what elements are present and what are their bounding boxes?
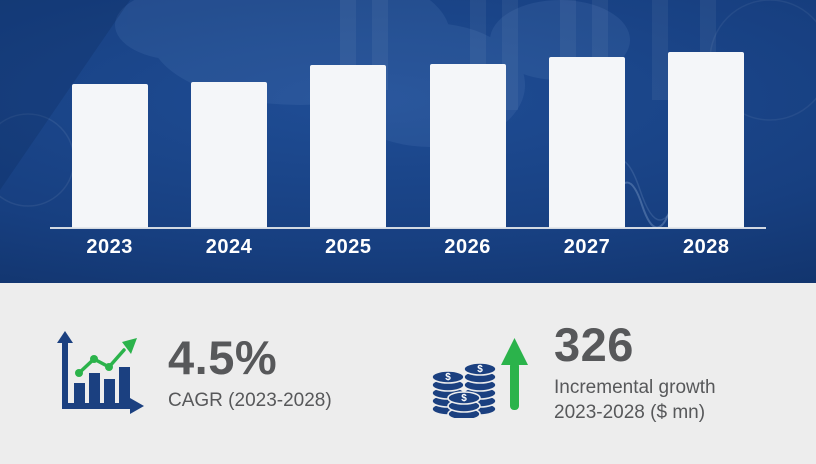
- incremental-growth-label-line1: Incremental growth: [554, 377, 716, 399]
- incremental-growth-text: 326 Incremental growth 2023-2028 ($ mn): [554, 321, 716, 425]
- axis-label-2023: 2023: [86, 236, 133, 258]
- bar-2028: [668, 52, 745, 228]
- svg-text:$: $: [461, 393, 467, 404]
- bar-2027: [548, 57, 625, 228]
- cagr-label: CAGR (2023-2028): [168, 389, 332, 411]
- cagr-stat: 4.5% CAGR (2023-2028): [52, 330, 368, 417]
- axis-label-2027: 2027: [563, 236, 611, 258]
- svg-text:$: $: [445, 372, 451, 383]
- axis-label-2024: 2024: [205, 236, 253, 258]
- bar-2023: [71, 84, 148, 228]
- bar-2026: [429, 63, 506, 228]
- incremental-growth-label: Incremental growth 2023-2028 ($ mn): [554, 376, 716, 425]
- incremental-growth-stat: $ $ $ 326 Incremental growth 2023-2028 (…: [426, 321, 716, 425]
- growth-chart-icon: [57, 330, 144, 414]
- x-axis-labels: 2023 2024 2025 2026 2027 2028: [50, 236, 766, 259]
- chart-section: 2023 2024 2025 2026 2027 2028: [0, 0, 816, 283]
- axis-label-2028: 2028: [683, 236, 730, 258]
- svg-text:$: $: [477, 364, 483, 375]
- x-axis-line: [50, 227, 766, 229]
- stats-section: 4.5% CAGR (2023-2028): [0, 283, 816, 464]
- bar-column-2028: [647, 0, 766, 228]
- cagr-value: 4.5%: [168, 330, 278, 384]
- axis-label-2025: 2025: [325, 236, 372, 258]
- bar-column-2026: [408, 0, 527, 228]
- incremental-growth-value: 326: [554, 318, 634, 372]
- bar-2025: [310, 64, 387, 228]
- incremental-growth-label-line2: 2023-2028 ($ mn): [554, 401, 706, 423]
- bar-chart: [50, 0, 766, 228]
- bar-column-2024: [169, 0, 288, 228]
- axis-label-2026: 2026: [444, 236, 491, 258]
- bar-2024: [190, 82, 267, 228]
- cagr-text: 4.5% CAGR (2023-2028): [168, 330, 332, 414]
- coins-up-arrow-icon: $ $ $: [431, 337, 528, 418]
- bar-column-2023: [50, 0, 169, 228]
- bar-column-2025: [289, 0, 408, 228]
- bar-column-2027: [527, 0, 646, 228]
